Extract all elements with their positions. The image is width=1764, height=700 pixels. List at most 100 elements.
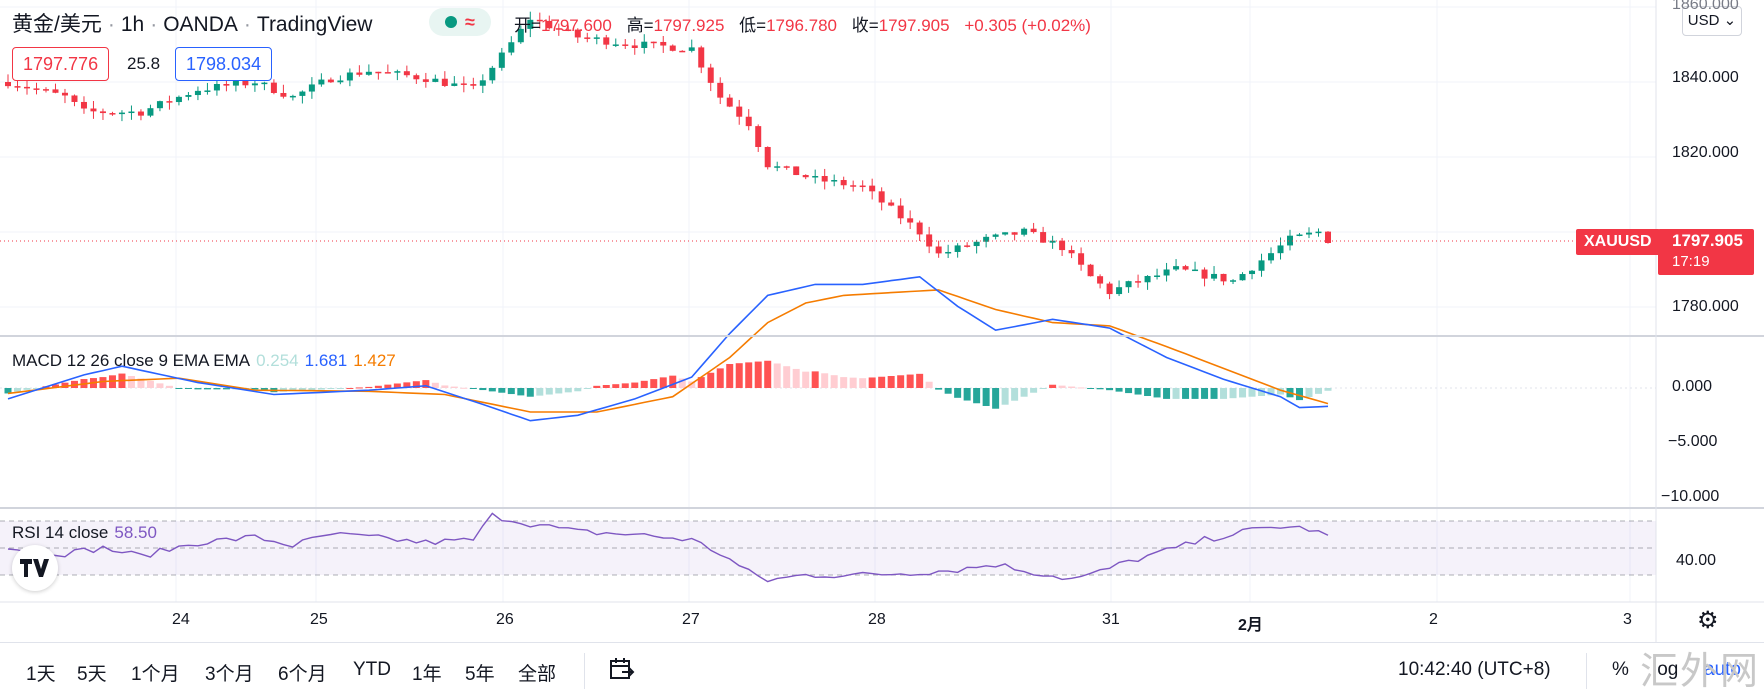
symbol-legend[interactable]: 黄金/美元 · 1h · OANDA · TradingView bbox=[12, 13, 373, 36]
macd-histogram-bar bbox=[868, 377, 876, 388]
candle-body bbox=[1116, 287, 1123, 295]
buy-button[interactable]: 1798.034 bbox=[175, 47, 273, 81]
candle-body bbox=[384, 72, 391, 74]
macd-histogram-bar bbox=[849, 377, 857, 388]
range-6m-button[interactable]: 6个月 bbox=[278, 664, 327, 685]
candle-body bbox=[1144, 275, 1151, 283]
candle-body bbox=[1230, 280, 1237, 282]
macd-histogram-bar bbox=[650, 379, 658, 388]
candle-body bbox=[954, 245, 961, 252]
clock[interactable]: 10:42:40 (UTC+8) bbox=[1398, 659, 1551, 680]
macd-legend[interactable]: MACD 12 26 close 9 EMA EMA 0.254 1.681 1.42… bbox=[12, 351, 396, 371]
candle-body bbox=[821, 176, 828, 182]
candle-body bbox=[650, 41, 657, 44]
candle-body bbox=[755, 126, 762, 147]
last-price-tag: 1797.905 17:19 bbox=[1658, 229, 1754, 275]
macd-histogram-bar bbox=[251, 388, 259, 390]
macd-histogram-bar bbox=[1049, 384, 1057, 388]
goto-date-button[interactable] bbox=[608, 656, 636, 688]
candle-body bbox=[1087, 264, 1094, 277]
range-1m-button[interactable]: 1个月 bbox=[131, 664, 180, 685]
candle-body bbox=[99, 111, 106, 114]
market-status-button[interactable]: ≈ bbox=[429, 8, 491, 36]
price-label: 1840.000 bbox=[1672, 69, 1739, 86]
tradingview-logo[interactable] bbox=[12, 545, 58, 591]
macd-histogram-bar bbox=[1096, 388, 1104, 390]
macd-histogram-bar bbox=[688, 381, 696, 388]
macd-histogram-bar bbox=[346, 387, 354, 389]
candle-body bbox=[460, 83, 467, 85]
macd-histogram-bar bbox=[479, 388, 487, 391]
macd-histogram-bar bbox=[1182, 388, 1190, 399]
spread: 25.8 bbox=[127, 54, 161, 73]
range-all-button[interactable]: 全部 bbox=[518, 664, 557, 685]
range-1d-button[interactable]: 1天 bbox=[26, 664, 56, 685]
macd-axis-label: 0.000 bbox=[1672, 378, 1713, 395]
macd-histogram-bar bbox=[859, 378, 867, 388]
range-ytd-button[interactable]: YTD bbox=[353, 659, 391, 680]
rsi-line bbox=[7, 512, 1329, 583]
currency-button[interactable]: USD ⌄ bbox=[1682, 6, 1742, 36]
range-3m-button[interactable]: 3个月 bbox=[205, 664, 254, 685]
sell-button[interactable]: 1797.776 bbox=[12, 47, 110, 81]
macd-histogram-bar bbox=[1020, 388, 1028, 397]
candle-body bbox=[1011, 232, 1018, 235]
macd-histogram-bar bbox=[317, 388, 325, 390]
range-1y-button[interactable]: 1年 bbox=[412, 664, 442, 685]
macd-histogram-bar bbox=[1115, 388, 1123, 392]
macd-histogram-bar bbox=[1163, 388, 1171, 399]
candle-body bbox=[185, 95, 192, 97]
macd-histogram-bar bbox=[659, 377, 667, 388]
candle-body bbox=[859, 185, 866, 188]
candle-body bbox=[717, 82, 724, 98]
range-5y-button[interactable]: 5年 bbox=[465, 664, 495, 685]
candle-body bbox=[1068, 250, 1075, 254]
candle-body bbox=[166, 101, 173, 103]
macd-histogram-bar bbox=[631, 382, 639, 388]
macd-histogram-bar bbox=[669, 375, 677, 388]
candle-body bbox=[71, 95, 78, 102]
candle-body bbox=[1106, 283, 1113, 295]
macd-histogram-bar bbox=[536, 388, 544, 396]
candle-body bbox=[1125, 281, 1132, 288]
settings-gear-icon[interactable]: ⚙ bbox=[1697, 607, 1719, 634]
macd-histogram-bar bbox=[678, 378, 686, 388]
candle-body bbox=[1173, 266, 1180, 270]
candle-body bbox=[403, 71, 410, 76]
macd-signal-line bbox=[7, 289, 1329, 413]
calendar-jump-icon bbox=[610, 658, 635, 679]
ohlc-values: 开=1797.600 高=1797.925 低=1796.780 收=1797.… bbox=[514, 16, 1091, 35]
candle-body bbox=[14, 86, 21, 88]
candle-body bbox=[736, 106, 743, 117]
macd-histogram-bar bbox=[792, 368, 800, 388]
candle-body bbox=[223, 84, 230, 86]
candle-body bbox=[793, 166, 800, 176]
candle-body bbox=[869, 185, 876, 192]
auto-scale-button[interactable]: auto bbox=[1704, 659, 1741, 680]
bottom-toolbar: 1天 5天 1个月 3个月 6个月 YTD 1年 5年 全部 10:42:40 … bbox=[0, 642, 1764, 700]
candle-body bbox=[365, 71, 372, 75]
macd-histogram-bar bbox=[355, 387, 363, 389]
interval: 1h bbox=[120, 13, 145, 36]
macd-histogram-bar bbox=[365, 386, 373, 388]
rsi-legend[interactable]: RSI 14 close 58.50 bbox=[12, 523, 157, 543]
macd-histogram-bar bbox=[735, 363, 743, 388]
macd-histogram-bar bbox=[1087, 388, 1095, 389]
candle-body bbox=[204, 90, 211, 92]
macd-histogram-bar bbox=[1011, 388, 1019, 401]
range-5d-button[interactable]: 5天 bbox=[77, 664, 107, 685]
candle-body bbox=[688, 47, 695, 51]
grid bbox=[0, 0, 1656, 602]
macd-histogram-bar bbox=[973, 388, 981, 404]
candle-body bbox=[413, 75, 420, 80]
log-scale-button[interactable]: log bbox=[1653, 659, 1679, 680]
percent-scale-button[interactable]: % bbox=[1612, 659, 1629, 680]
candle-body bbox=[1268, 253, 1275, 261]
candle-body bbox=[23, 86, 30, 89]
price-change: +0.305 (+0.02%) bbox=[964, 16, 1091, 35]
chart-canvas[interactable] bbox=[0, 0, 1764, 642]
candle-body bbox=[251, 83, 258, 86]
macd-histogram-bar bbox=[1134, 388, 1142, 395]
macd-histogram-bar bbox=[165, 385, 173, 388]
macd-histogram-bar bbox=[289, 388, 297, 392]
